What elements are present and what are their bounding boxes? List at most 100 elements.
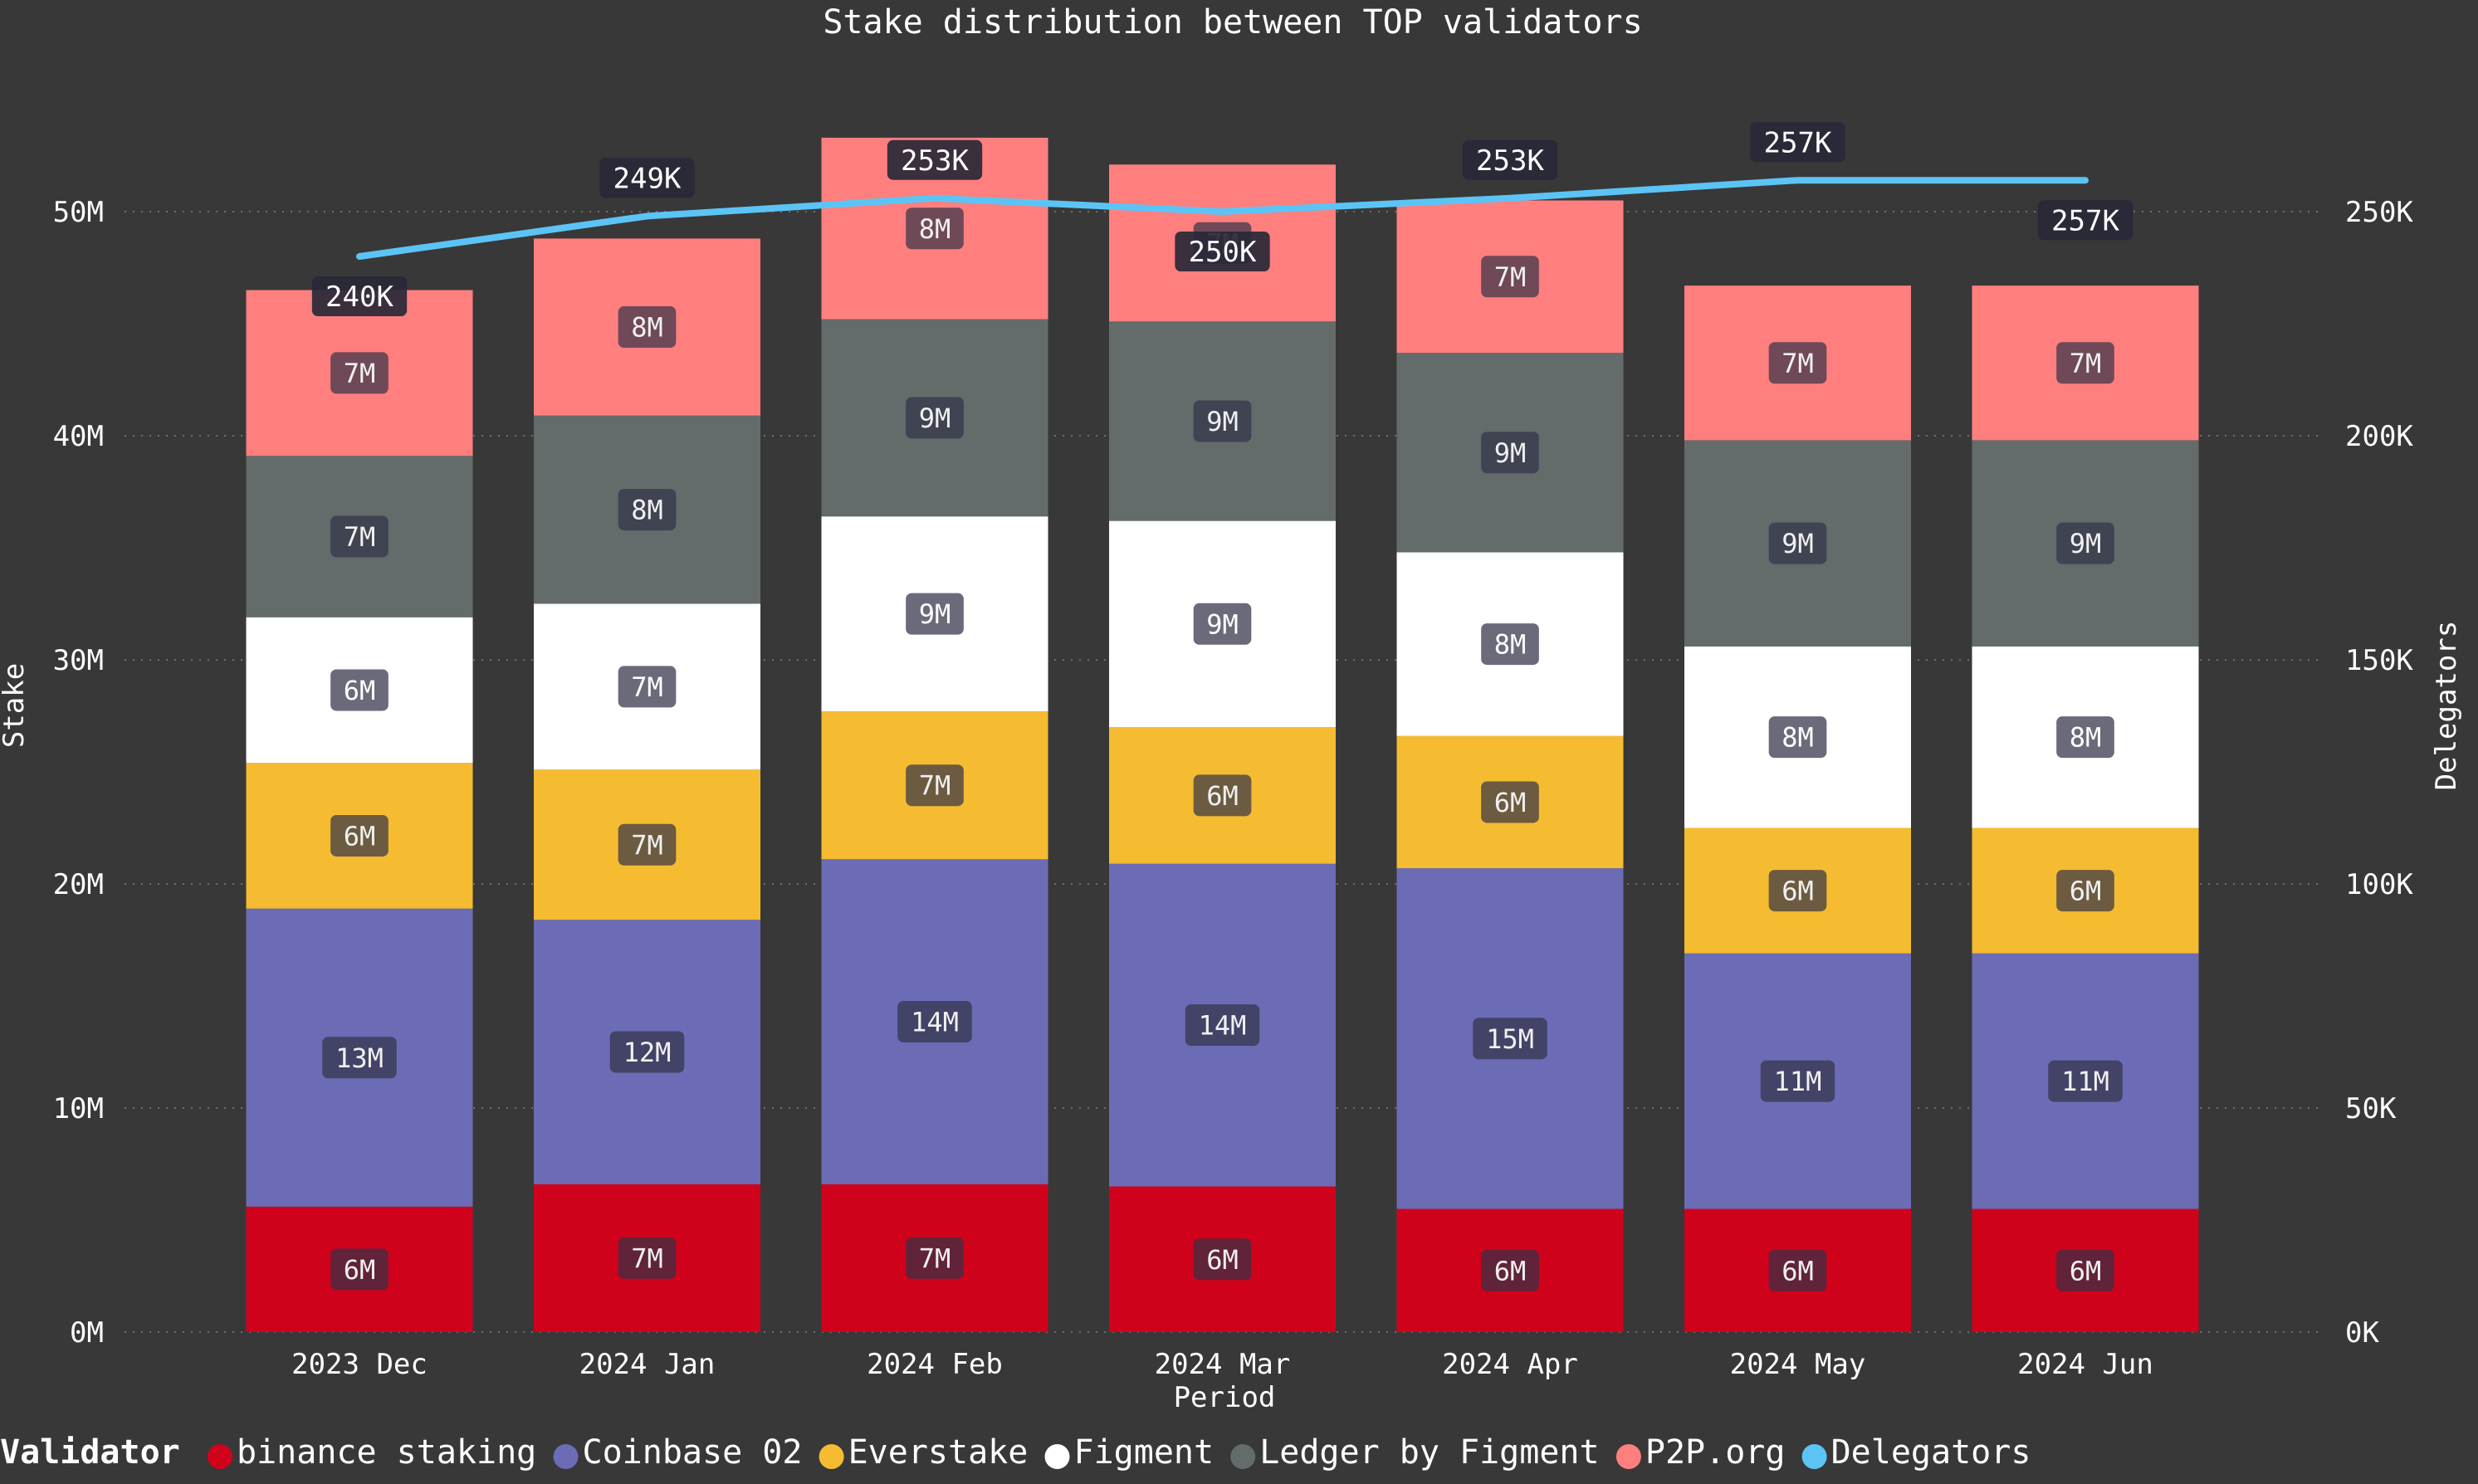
y-axis-label: Stake — [0, 663, 31, 748]
data-label-bg — [330, 352, 389, 394]
legend-item[interactable]: P2P.org — [1615, 1433, 1786, 1472]
data-label: 9M — [1768, 522, 1827, 564]
legend-label: Delegators — [1831, 1433, 2031, 1472]
data-label-text: 12M — [623, 1037, 672, 1068]
data-label-bg — [1768, 522, 1827, 564]
data-label: 8M — [906, 207, 964, 250]
delegators-label-bg — [1462, 139, 1558, 180]
data-label: 6M — [1193, 774, 1252, 817]
y2-tick-label: 150K — [2345, 644, 2413, 677]
data-label-bg — [2056, 1249, 2114, 1291]
data-label: 6M — [1768, 1249, 1827, 1291]
data-label: 6M — [330, 814, 389, 857]
line-layer — [356, 177, 2089, 260]
legend-item[interactable]: Everstake — [819, 1433, 1029, 1472]
data-label-text: 7M — [919, 770, 951, 802]
delegators-label: 253K — [887, 139, 983, 180]
data-label-text: 7M — [631, 829, 663, 861]
delegators-label: 257K — [2037, 200, 2133, 241]
data-label-text: 7M — [919, 1242, 951, 1274]
data-label: 7M — [906, 764, 964, 807]
y-tick-label: 10M — [53, 1092, 104, 1125]
data-label-bg — [618, 823, 677, 866]
data-label-text: 9M — [2070, 528, 2102, 559]
y-tick-label: 30M — [53, 644, 104, 677]
data-label-bg — [1481, 432, 1539, 474]
data-label-bg — [1481, 623, 1539, 666]
data-label: 7M — [2056, 342, 2114, 384]
data-label: 15M — [1473, 1018, 1547, 1060]
grid-layer: 0M 10M 20M 30M 40M 50M 0K 50K 100K 150K 200K 250K — [53, 196, 2414, 1350]
data-label: 6M — [1481, 1249, 1539, 1291]
y2-tick-label: 200K — [2345, 420, 2413, 453]
legend-item[interactable]: Ledger by Figment — [1230, 1433, 1600, 1472]
delegators-label-bg — [599, 158, 695, 198]
chart-title: Stake distribution between TOP validator… — [823, 3, 1642, 41]
data-label-text: 14M — [911, 1007, 959, 1038]
delegators-label: 240K — [311, 276, 408, 316]
delegators-label-text: 253K — [901, 144, 969, 178]
legend-label: Figment — [1074, 1433, 1215, 1472]
data-label-text: 7M — [631, 671, 663, 703]
data-label: 7M — [618, 823, 677, 866]
data-label: 14M — [897, 1001, 972, 1043]
data-label-bg — [330, 1248, 389, 1291]
y2-tick-label: 0K — [2345, 1316, 2379, 1350]
data-label-bg — [618, 1237, 677, 1279]
data-label: 9M — [2056, 522, 2114, 564]
data-label: 12M — [609, 1031, 685, 1073]
labels-layer: 6M 13M 6M 6M 7M 7M 2023 Dec 7M 12M 7M 7M 8M 8M 2024 J… — [291, 122, 2153, 1381]
data-label-text: 11M — [2061, 1066, 2109, 1097]
x-tick-label: 2024 May — [1730, 1348, 1866, 1381]
x-tick-label: 2024 Feb — [867, 1348, 1003, 1381]
legend-item[interactable]: Figment — [1044, 1433, 1215, 1472]
x-axis-label: Period — [1174, 1381, 1276, 1414]
data-label: 6M — [2056, 870, 2114, 912]
legend-swatch — [553, 1444, 579, 1469]
data-label: 8M — [1481, 623, 1539, 666]
data-label: 6M — [1768, 870, 1827, 912]
x-tick-label: 2024 Apr — [1442, 1348, 1578, 1381]
delegators-label-text: 249K — [613, 163, 682, 196]
data-label-bg — [2056, 870, 2114, 912]
data-label-bg — [618, 489, 677, 531]
data-label-bg — [1193, 1238, 1252, 1281]
data-label-bg — [1768, 716, 1827, 759]
data-label-bg — [1473, 1018, 1547, 1060]
data-label-text: 6M — [1782, 876, 1814, 907]
delegators-label: 249K — [599, 158, 695, 198]
data-label-text: 7M — [344, 358, 376, 389]
data-label-bg — [1481, 781, 1539, 823]
data-label: 7M — [330, 352, 389, 394]
data-label-text: 8M — [1782, 722, 1814, 754]
legend-label: Ledger by Figment — [1259, 1433, 1599, 1472]
data-label-bg — [1193, 603, 1252, 645]
legend-swatch — [819, 1444, 844, 1469]
data-label-text: 6M — [2070, 1255, 2102, 1286]
legend-item[interactable]: Coinbase 02 — [553, 1433, 803, 1472]
data-label-bg — [322, 1037, 397, 1079]
delegators-label-bg — [1750, 122, 1845, 163]
delegators-label-text: 257K — [2051, 204, 2119, 237]
data-label: 9M — [906, 593, 964, 635]
data-label-bg — [2056, 522, 2114, 564]
data-label-text: 15M — [1486, 1023, 1534, 1055]
delegators-line[interactable] — [356, 177, 2089, 260]
y2-tick-label: 100K — [2345, 868, 2413, 901]
legend-swatch — [1801, 1444, 1827, 1469]
data-label-bg — [1481, 256, 1539, 298]
data-label-text: 7M — [1494, 261, 1527, 293]
legend-swatch — [208, 1444, 232, 1469]
data-label-text: 6M — [344, 1254, 376, 1286]
data-label: 14M — [1185, 1004, 1260, 1047]
legend-item[interactable]: binance staking — [208, 1433, 536, 1472]
legend-swatch — [1230, 1444, 1256, 1469]
y-tick-label: 20M — [53, 868, 104, 901]
data-label: 8M — [2056, 716, 2114, 759]
data-label-bg — [1768, 1249, 1827, 1291]
data-label-bg — [906, 397, 964, 439]
data-label-text: 6M — [344, 820, 376, 852]
data-label-bg — [906, 764, 964, 807]
legend-item[interactable]: Delegators — [1801, 1433, 2031, 1472]
